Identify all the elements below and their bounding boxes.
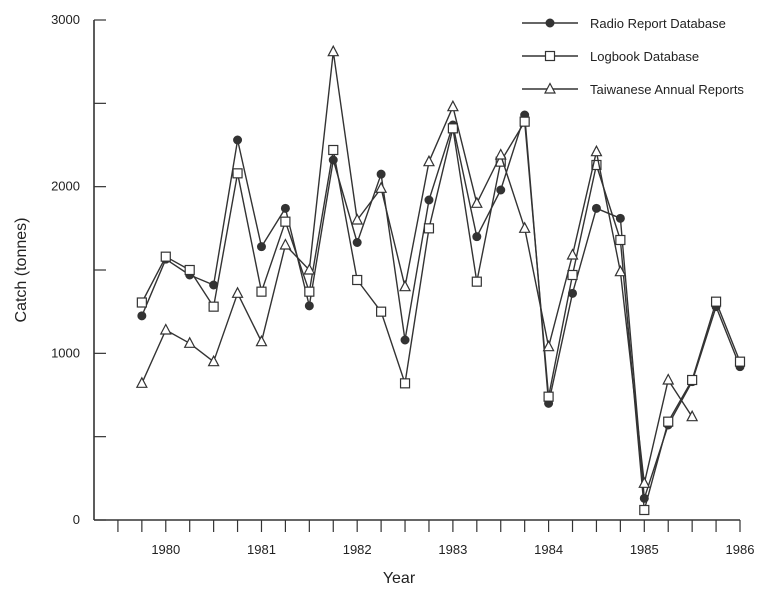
data-point	[687, 374, 698, 386]
data-point	[184, 264, 195, 276]
data-point	[423, 223, 435, 234]
data-point	[662, 373, 675, 385]
series-3	[135, 44, 699, 488]
data-point	[303, 263, 316, 275]
data-point	[399, 279, 412, 292]
data-point	[135, 376, 148, 388]
x-tick-label: 1982	[343, 542, 372, 557]
x-tick-label: 1986	[726, 542, 755, 557]
data-point	[376, 169, 386, 179]
data-point	[447, 123, 458, 134]
x-tick-label: 1985	[630, 542, 659, 557]
data-point	[207, 354, 220, 367]
data-point	[614, 264, 627, 277]
legend: Radio Report Database Logbook Database Tai…	[522, 16, 744, 97]
data-point	[255, 334, 268, 347]
x-tick-label: 1983	[438, 542, 467, 557]
data-point	[136, 297, 147, 308]
y-axis-title: Catch (tonnes)	[13, 218, 30, 323]
data-point	[400, 335, 410, 345]
data-point	[279, 238, 292, 250]
series-line	[141, 121, 741, 511]
data-point	[351, 213, 364, 225]
data-point	[446, 99, 459, 112]
data-point	[232, 168, 243, 179]
series-2	[136, 116, 746, 516]
data-point	[231, 286, 244, 298]
data-point	[376, 306, 387, 317]
data-point	[591, 203, 601, 213]
data-point	[496, 185, 506, 195]
x-tick-label: 1984	[534, 542, 563, 557]
y-tick-label: 0	[73, 512, 80, 527]
data-point	[159, 323, 172, 335]
data-point	[375, 181, 388, 193]
data-point	[518, 221, 531, 233]
data-point	[137, 311, 147, 321]
series-line	[141, 114, 741, 499]
data-point	[280, 203, 290, 213]
data-point	[352, 238, 362, 247]
x-axis-title: Year	[383, 570, 416, 587]
data-point	[566, 248, 579, 260]
data-point	[543, 391, 554, 402]
legend-marker	[544, 50, 556, 62]
data-point	[233, 135, 243, 145]
data-point	[639, 504, 650, 516]
data-point	[494, 148, 507, 160]
data-point	[424, 195, 434, 205]
legend-marker	[545, 18, 555, 28]
data-point	[470, 196, 483, 208]
data-point	[734, 356, 746, 367]
data-point	[686, 409, 699, 422]
data-point	[422, 154, 435, 167]
data-point	[663, 416, 674, 427]
data-point	[399, 378, 411, 389]
data-point	[542, 339, 555, 352]
data-point	[328, 144, 339, 156]
legend-item: Logbook Database	[522, 49, 699, 64]
x-tick-label: 1981	[247, 542, 276, 557]
data-point	[591, 159, 602, 171]
data-point	[471, 276, 482, 287]
data-point	[710, 296, 722, 307]
data-point	[280, 216, 291, 227]
data-point	[519, 116, 530, 127]
series-line	[141, 51, 693, 484]
data-point	[304, 301, 314, 311]
data-point	[352, 274, 363, 286]
legend-label: Taiwanese Annual Reports	[590, 82, 744, 97]
data-point	[160, 251, 171, 262]
data-point	[472, 232, 482, 242]
data-point	[208, 301, 219, 312]
data-point	[590, 144, 603, 157]
series-layer	[135, 44, 746, 516]
y-tick-label: 1000	[51, 345, 80, 360]
y-tick-label: 3000	[51, 12, 80, 27]
legend-label: Radio Report Database	[590, 16, 726, 31]
data-point	[615, 234, 626, 246]
legend-marker	[544, 82, 556, 94]
y-tick-label: 2000	[51, 179, 80, 194]
data-point	[615, 213, 625, 223]
data-point	[327, 44, 340, 57]
legend-label: Logbook Database	[590, 49, 699, 64]
x-tick-label: 1980	[151, 542, 180, 557]
data-point	[256, 242, 266, 252]
axes: 0 1000 2000 3000 1980 1981 1982 1983 1984 1985 198…	[51, 12, 754, 557]
legend-item: Taiwanese Annual Reports	[522, 82, 744, 97]
data-point	[304, 286, 315, 297]
legend-item: Radio Report Database	[522, 16, 726, 31]
data-point	[256, 286, 267, 297]
data-point	[183, 336, 196, 348]
data-point	[638, 476, 651, 488]
data-point	[567, 269, 578, 281]
